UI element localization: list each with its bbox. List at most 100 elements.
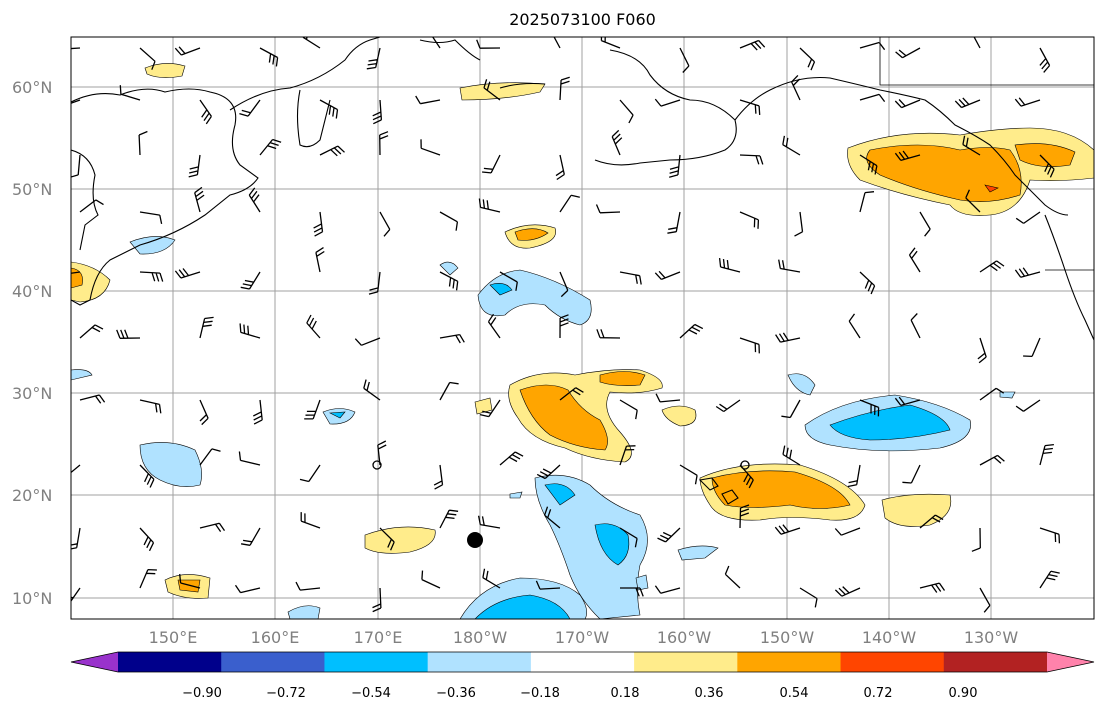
- wind-barb: [1014, 97, 1041, 107]
- wind-barb: [238, 451, 261, 466]
- wind-barb: [199, 99, 212, 125]
- wind-barb: [477, 515, 501, 529]
- wind-barb: [379, 527, 395, 551]
- wind-barb: [894, 396, 921, 407]
- wind-barb: [139, 399, 162, 414]
- wind-barb: [965, 189, 981, 213]
- positive-anomaly: [177, 579, 201, 593]
- wind-barb: [739, 504, 750, 529]
- positive-anomaly: [514, 228, 549, 241]
- wind-barb: [71, 587, 81, 603]
- wind-barb: [979, 587, 991, 613]
- wind-barb: [977, 337, 987, 364]
- wind-barb: [919, 211, 931, 237]
- wind-barb: [553, 37, 561, 49]
- wind-barb: [1039, 570, 1060, 589]
- wind-barb: [248, 187, 261, 213]
- wind-barb: [79, 394, 106, 404]
- wind-barb: [315, 247, 325, 273]
- colorbar-labels: −0.90 −0.72 −0.54 −0.36 −0.18 0.18 0.36 …: [182, 686, 977, 701]
- wind-barb: [954, 97, 981, 109]
- wind-barb: [1039, 47, 1051, 73]
- wind-barb: [139, 47, 156, 70]
- negative-anomaly: [71, 369, 93, 381]
- wind-barb: [781, 399, 801, 419]
- wind-barb: [859, 399, 880, 417]
- wind-barb: [1023, 337, 1041, 358]
- wind-barb: [973, 37, 981, 49]
- lat-label: 20°N: [12, 486, 52, 505]
- colorbar-label: 0.54: [780, 686, 809, 701]
- wind-barb: [654, 585, 681, 594]
- wind-barb: [259, 138, 282, 156]
- lat-labels: 60°N 50°N 40°N 30°N 20°N 10°N: [12, 78, 52, 608]
- wind-barb: [240, 271, 261, 290]
- wind-barb: [910, 313, 921, 339]
- wind-barb: [895, 47, 921, 59]
- colorbar-extend-low: [71, 652, 118, 672]
- wind-barb: [487, 313, 501, 339]
- wind-barb: [859, 41, 886, 51]
- colorbar: [70, 651, 1095, 673]
- wind-barb: [1039, 527, 1061, 544]
- colorbar-label: 0.36: [695, 686, 724, 701]
- colorbar-label: 0.72: [864, 686, 893, 701]
- wind-barb: [962, 135, 981, 156]
- colorbar-segment: [221, 652, 325, 672]
- wind-barb: [782, 445, 801, 466]
- wind-barb: [619, 445, 636, 466]
- wind-barb: [479, 399, 501, 418]
- wind-barb: [536, 464, 561, 480]
- wind-barb: [71, 99, 81, 104]
- negative-anomaly: [829, 404, 951, 441]
- wind-barb: [778, 259, 801, 273]
- wind-barb: [559, 194, 580, 213]
- wind-barb: [433, 464, 444, 490]
- low-marker: [372, 460, 382, 470]
- wind-barb: [71, 464, 81, 474]
- wind-barb: [431, 37, 441, 49]
- wind-barb: [1015, 399, 1041, 412]
- anomaly-shading: [71, 63, 1094, 619]
- positive-anomaly: [459, 82, 546, 101]
- negative-anomaly: [999, 391, 1016, 399]
- wind-barb: [679, 47, 690, 73]
- negative-anomaly: [439, 261, 459, 276]
- wind-barb: [902, 464, 921, 484]
- wind-barb: [194, 186, 205, 213]
- lon-label: 150°W: [760, 628, 815, 647]
- wind-barb: [304, 399, 321, 420]
- wind-barb: [834, 527, 861, 536]
- wind-barbs: [71, 37, 1061, 613]
- wind-barb: [71, 527, 81, 550]
- wind-barb: [138, 130, 148, 156]
- wind-barb: [79, 324, 104, 339]
- wind-barb: [919, 582, 946, 593]
- wind-barb: [600, 37, 621, 49]
- colorbar-label: −0.36: [436, 686, 476, 701]
- lat-label: 40°N: [12, 282, 52, 301]
- wind-barb: [655, 393, 681, 403]
- wind-barb: [439, 271, 459, 291]
- colorbar-label: −0.72: [266, 686, 306, 701]
- wind-barb: [71, 47, 81, 50]
- wind-barb: [139, 464, 155, 488]
- wind-barb: [894, 150, 921, 162]
- negative-anomaly: [509, 491, 523, 499]
- colorbar-segment: [840, 652, 945, 672]
- negative-anomaly: [477, 269, 592, 326]
- wind-barb: [366, 47, 381, 70]
- positive-anomaly: [144, 63, 186, 78]
- wind-barb: [619, 271, 642, 285]
- wind-barb: [439, 211, 459, 231]
- wind-barb: [139, 211, 163, 225]
- wind-barb: [234, 584, 261, 594]
- map-frame: [70, 36, 1095, 620]
- positive-anomaly: [519, 384, 608, 451]
- wind-barb: [919, 514, 944, 529]
- wind-barb: [979, 387, 1005, 401]
- wind-barb: [483, 79, 501, 101]
- wind-barb: [619, 399, 638, 420]
- wind-barb: [739, 39, 766, 51]
- colorbar-segment: [427, 652, 532, 672]
